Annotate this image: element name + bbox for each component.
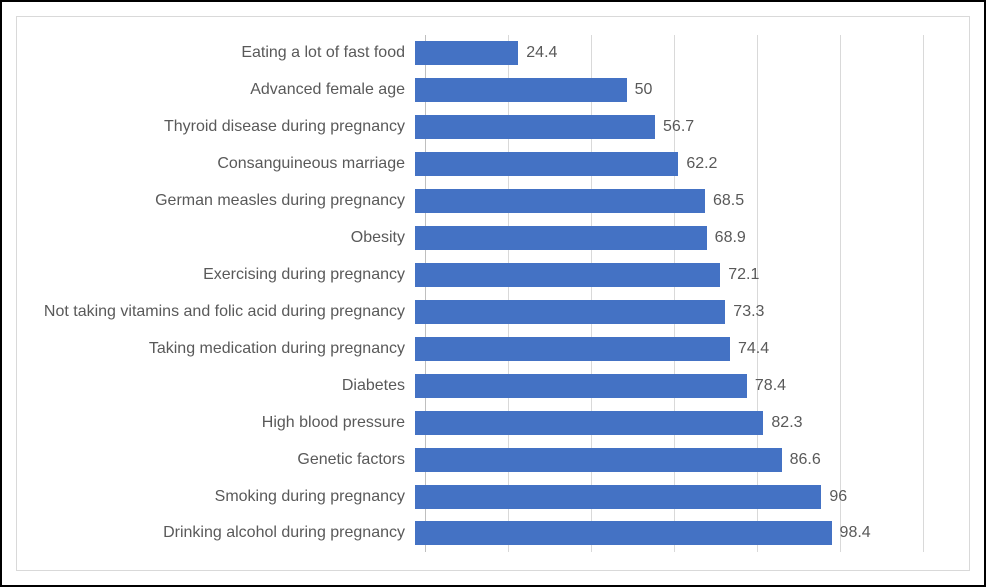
- value-label: 68.9: [715, 229, 746, 247]
- chart-area: Eating a lot of fast food 24.4 Advanced fe…: [35, 35, 941, 552]
- value-label: 73.3: [733, 303, 764, 321]
- bar: [415, 521, 832, 545]
- bar-wrap: 98.4: [415, 521, 923, 545]
- bar: [415, 263, 720, 287]
- bar: [415, 78, 627, 102]
- bar-row: Genetic factors 86.6: [35, 442, 923, 478]
- gridline: [923, 35, 924, 552]
- bar-wrap: 78.4: [415, 374, 923, 398]
- bar: [415, 300, 725, 324]
- bar-wrap: 82.3: [415, 411, 923, 435]
- value-label: 78.4: [755, 377, 786, 395]
- value-label: 86.6: [790, 451, 821, 469]
- value-label: 56.7: [663, 118, 694, 136]
- category-label: Advanced female age: [35, 81, 415, 99]
- bar: [415, 226, 707, 250]
- category-label: Drinking alcohol during pregnancy: [35, 524, 415, 542]
- bar-row: Exercising during pregnancy 72.1: [35, 257, 923, 293]
- category-label: German measles during pregnancy: [35, 192, 415, 210]
- bar: [415, 411, 763, 435]
- bar: [415, 189, 705, 213]
- bar-wrap: 68.5: [415, 189, 923, 213]
- bar-row: Obesity 68.9: [35, 220, 923, 256]
- bar: [415, 337, 730, 361]
- bar-wrap: 72.1: [415, 263, 923, 287]
- category-label: Obesity: [35, 229, 415, 247]
- bar: [415, 448, 782, 472]
- chart-inner-border: Eating a lot of fast food 24.4 Advanced fe…: [16, 16, 970, 571]
- bar: [415, 485, 821, 509]
- bar-row: High blood pressure 82.3: [35, 405, 923, 441]
- bar-wrap: 68.9: [415, 226, 923, 250]
- category-label: Exercising during pregnancy: [35, 266, 415, 284]
- category-label: Genetic factors: [35, 451, 415, 469]
- category-label: Diabetes: [35, 377, 415, 395]
- bar-wrap: 24.4: [415, 41, 923, 65]
- category-label: Eating a lot of fast food: [35, 44, 415, 62]
- category-label: Not taking vitamins and folic acid durin…: [35, 303, 415, 321]
- bar-wrap: 86.6: [415, 448, 923, 472]
- value-label: 50: [635, 81, 653, 99]
- bar-rows: Eating a lot of fast food 24.4 Advanced fe…: [35, 35, 923, 552]
- bar-row: Taking medication during pregnancy 74.4: [35, 331, 923, 367]
- bar-wrap: 50: [415, 78, 923, 102]
- category-label: Taking medication during pregnancy: [35, 340, 415, 358]
- bar: [415, 115, 655, 139]
- bar-row: Diabetes 78.4: [35, 368, 923, 404]
- bar-row: Smoking during pregnancy 96: [35, 479, 923, 515]
- bar-row: Eating a lot of fast food 24.4: [35, 35, 923, 71]
- value-label: 98.4: [840, 524, 871, 542]
- bar-row: Thyroid disease during pregnancy 56.7: [35, 109, 923, 145]
- bar: [415, 41, 518, 65]
- category-label: High blood pressure: [35, 414, 415, 432]
- chart-outer-border: Eating a lot of fast food 24.4 Advanced fe…: [0, 0, 986, 587]
- bar-row: Advanced female age 50: [35, 72, 923, 108]
- value-label: 82.3: [771, 414, 802, 432]
- bar-wrap: 96: [415, 485, 923, 509]
- value-label: 96: [829, 488, 847, 506]
- category-label: Thyroid disease during pregnancy: [35, 118, 415, 136]
- bar-row: German measles during pregnancy 68.5: [35, 183, 923, 219]
- value-label: 68.5: [713, 192, 744, 210]
- bar-wrap: 62.2: [415, 152, 923, 176]
- bar: [415, 374, 747, 398]
- bar-wrap: 73.3: [415, 300, 923, 324]
- value-label: 24.4: [526, 44, 557, 62]
- bar-row: Drinking alcohol during pregnancy 98.4: [35, 515, 923, 551]
- bar: [415, 152, 678, 176]
- category-label: Smoking during pregnancy: [35, 488, 415, 506]
- value-label: 62.2: [686, 155, 717, 173]
- category-label: Consanguineous marriage: [35, 155, 415, 173]
- bar-wrap: 56.7: [415, 115, 923, 139]
- bar-row: Consanguineous marriage 62.2: [35, 146, 923, 182]
- value-label: 74.4: [738, 340, 769, 358]
- value-label: 72.1: [728, 266, 759, 284]
- bar-row: Not taking vitamins and folic acid durin…: [35, 294, 923, 330]
- bar-wrap: 74.4: [415, 337, 923, 361]
